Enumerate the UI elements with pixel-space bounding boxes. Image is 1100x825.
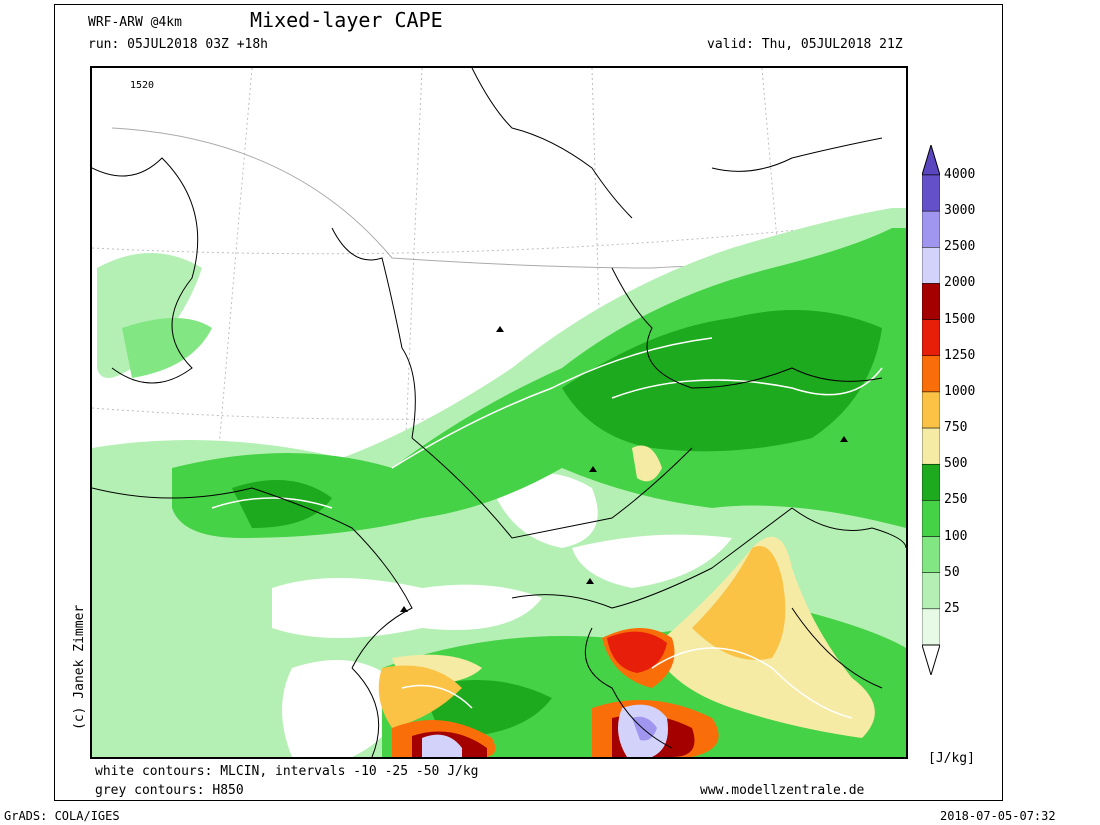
colorbar-segment-1500 xyxy=(921,319,941,357)
timestamp-label: 2018-07-05-07:32 xyxy=(940,809,1056,823)
colorbar-segment-750 xyxy=(921,427,941,465)
h850-contour-label: 1520 xyxy=(130,80,154,91)
unit-label: [J/kg] xyxy=(928,751,975,766)
colorbar-label-250: 250 xyxy=(944,492,968,508)
cape-map: 1520 xyxy=(90,66,908,759)
colorbar-label-2000: 2000 xyxy=(944,275,976,291)
colorbar-label-1500: 1500 xyxy=(944,311,976,327)
colorbar-top-triangle xyxy=(921,143,941,176)
colorbar-segment-25 xyxy=(921,608,941,646)
colorbar-bottom-triangle xyxy=(921,644,941,677)
colorbar-segment-50 xyxy=(921,572,941,610)
cape-2500-plus xyxy=(422,704,668,757)
colorbar-label-750: 750 xyxy=(944,420,968,436)
credit-label: (c) Janek Zimmer xyxy=(72,604,87,730)
h850-note: grey contours: H850 xyxy=(95,783,244,798)
city-markers xyxy=(400,326,848,612)
map-canvas: 1520 xyxy=(92,68,906,757)
mlcin-contours xyxy=(211,337,883,719)
plot-frame xyxy=(54,4,1003,801)
colorbar-label-2500: 2500 xyxy=(944,239,976,255)
colorbar-segment-500 xyxy=(921,463,941,501)
colorbar-label-25: 25 xyxy=(944,600,960,616)
valid-label: valid: Thu, 05JUL2018 21Z xyxy=(707,37,903,52)
colorbar-segment-4000 xyxy=(921,174,941,212)
grads-label: GrADS: COLA/IGES xyxy=(4,809,120,823)
colorbar-segment-2500 xyxy=(921,247,941,284)
colorbar xyxy=(921,143,941,677)
colorbar-label-1000: 1000 xyxy=(944,383,976,399)
model-label: WRF-ARW @4km xyxy=(88,15,182,30)
colorbar-label-3000: 3000 xyxy=(944,203,976,219)
colorbar-label-1250: 1250 xyxy=(944,347,976,363)
colorbar-segment-2000 xyxy=(921,283,941,320)
colorbar-label-100: 100 xyxy=(944,528,968,544)
plot-title: Mixed-layer CAPE xyxy=(250,8,443,32)
colorbar-segment-250 xyxy=(921,500,941,537)
colorbar-segment-3000 xyxy=(921,210,941,248)
cape-gaps xyxy=(272,473,732,757)
colorbar-label-4000: 4000 xyxy=(944,167,976,182)
colorbar-segment-1250 xyxy=(921,355,941,393)
colorbar-segment-100 xyxy=(921,536,941,573)
cape-750-1000 xyxy=(378,546,786,728)
country-borders xyxy=(92,68,906,757)
website-link[interactable]: www.modellzentrale.de xyxy=(700,783,865,798)
run-label: run: 05JUL2018 03Z +18h xyxy=(88,37,269,52)
colorbar-segment-1000 xyxy=(921,391,941,429)
mlcin-note: white contours: MLCIN, intervals -10 -25… xyxy=(95,764,479,779)
colorbar-label-500: 500 xyxy=(944,456,968,472)
colorbar-label-50: 50 xyxy=(944,564,960,580)
colorbar-svg xyxy=(921,143,941,677)
